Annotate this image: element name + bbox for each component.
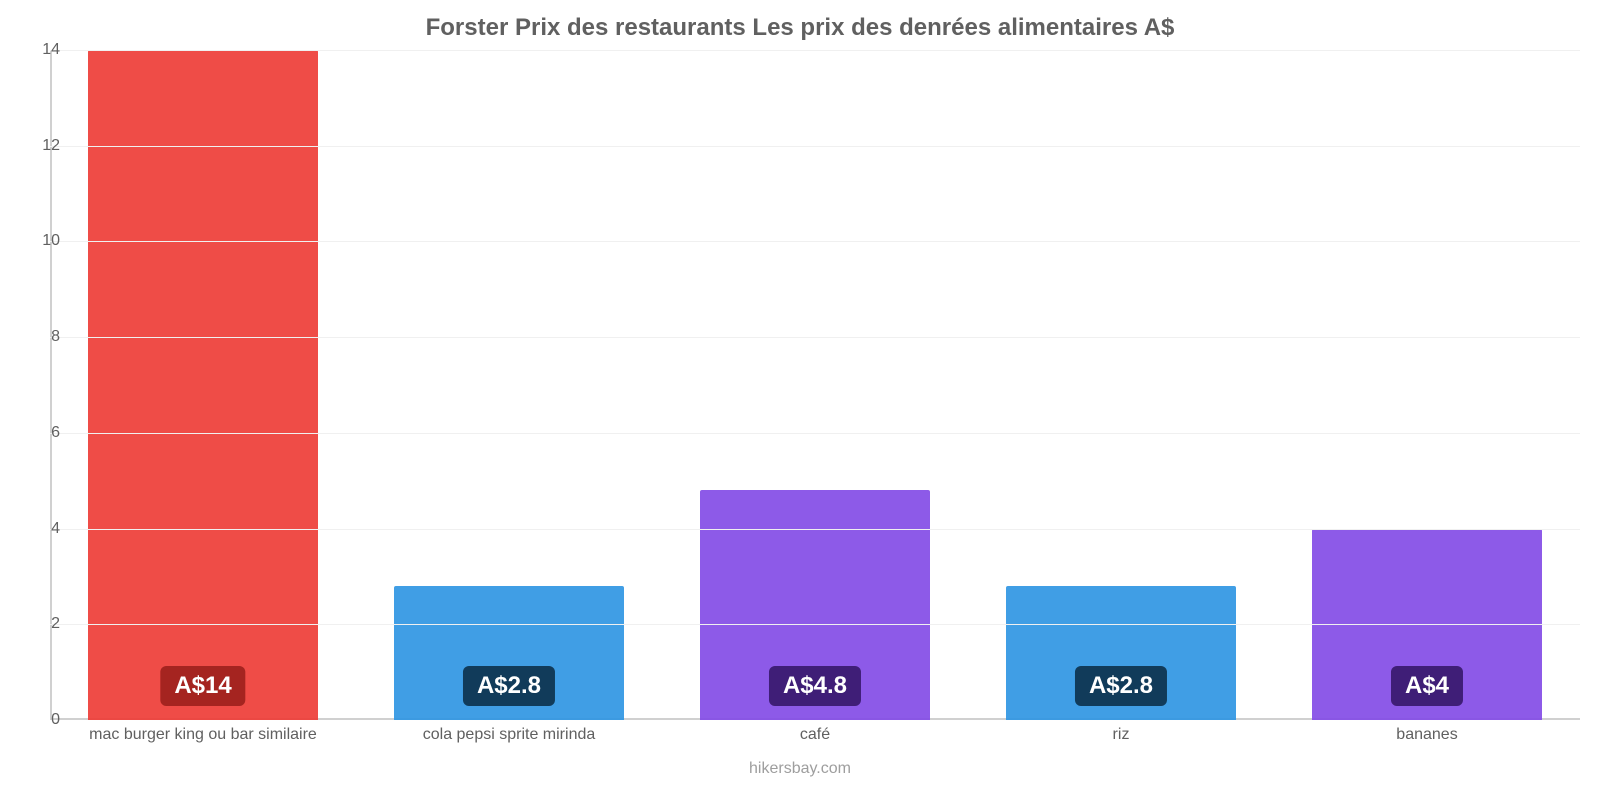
- bars-layer: A$14 A$2.8 A$4.8 A$2.8 A$4: [50, 50, 1580, 720]
- chart-container: Forster Prix des restaurants Les prix de…: [0, 0, 1600, 800]
- bar-fill: [88, 50, 318, 720]
- y-tick-label: 4: [51, 520, 60, 538]
- y-tick-label: 12: [42, 137, 60, 155]
- x-tick-label: riz: [1113, 726, 1130, 744]
- x-tick-label: bananes: [1396, 726, 1457, 744]
- x-tick-label: cola pepsi sprite mirinda: [423, 726, 596, 744]
- bar: A$2.8: [1006, 586, 1236, 720]
- grid-line: [50, 529, 1580, 530]
- bar: A$14: [88, 50, 318, 720]
- y-tick-label: 8: [51, 328, 60, 346]
- y-tick-label: 2: [51, 615, 60, 633]
- y-tick-label: 14: [42, 41, 60, 59]
- grid-line: [50, 50, 1580, 51]
- bar-value-label: A$2.8: [463, 666, 555, 706]
- bar: A$4.8: [700, 490, 930, 720]
- bar-value-label: A$2.8: [1075, 666, 1167, 706]
- grid-line: [50, 624, 1580, 625]
- x-tick-label: mac burger king ou bar similaire: [89, 726, 317, 744]
- grid-line: [50, 337, 1580, 338]
- bar: A$2.8: [394, 586, 624, 720]
- y-tick-label: 0: [51, 711, 60, 729]
- bar-value-label: A$4: [1391, 666, 1463, 706]
- chart-title: Forster Prix des restaurants Les prix de…: [0, 14, 1600, 42]
- y-tick-label: 10: [42, 232, 60, 250]
- chart-footer: hikersbay.com: [0, 760, 1600, 778]
- grid-line: [50, 433, 1580, 434]
- bar-value-label: A$14: [160, 666, 245, 706]
- x-tick-label: café: [800, 726, 830, 744]
- y-tick-label: 6: [51, 424, 60, 442]
- grid-line: [50, 146, 1580, 147]
- plot-area: A$14 A$2.8 A$4.8 A$2.8 A$4: [50, 50, 1580, 720]
- bar-value-label: A$4.8: [769, 666, 861, 706]
- grid-line: [50, 241, 1580, 242]
